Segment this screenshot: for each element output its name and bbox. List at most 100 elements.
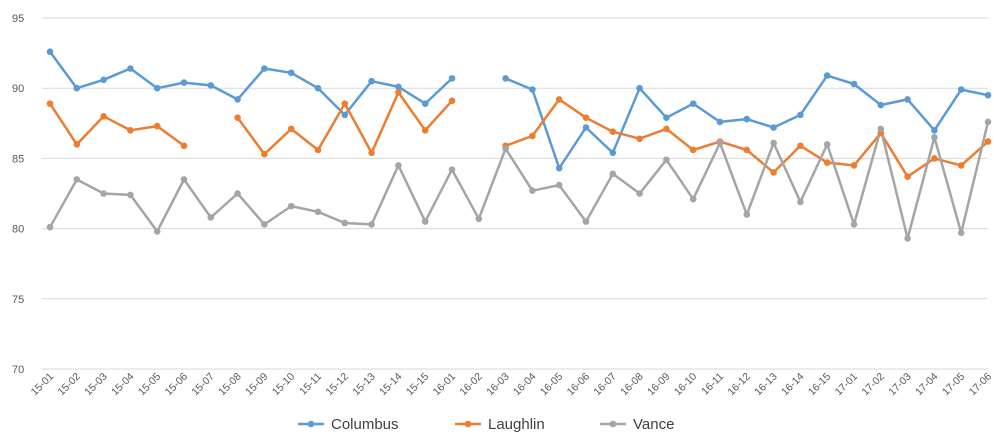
x-tick-label: 16-02 [457, 371, 485, 399]
data-point-laughlin [957, 162, 965, 169]
data-point-vance [716, 139, 724, 147]
data-point-vance [529, 187, 536, 194]
x-tick-label: 15-01 [29, 371, 57, 399]
data-point-laughlin [609, 128, 617, 136]
data-point-columbus [368, 77, 375, 85]
data-point-vance [797, 198, 804, 206]
x-tick-label: 16-04 [511, 371, 539, 399]
data-point-laughlin [46, 100, 54, 107]
x-tick-label: 16-01 [431, 371, 459, 399]
x-tick-label: 15-13 [350, 371, 378, 399]
x-tick-label: 16-14 [779, 371, 807, 399]
data-point-laughlin [100, 112, 107, 120]
legend: Columbus Laughlin Vance [298, 416, 674, 433]
legend-marker-icon [609, 420, 617, 428]
data-point-vance [73, 176, 81, 183]
data-point-laughlin [904, 173, 911, 180]
data-point-columbus [180, 79, 188, 86]
data-point-vance [127, 191, 134, 199]
data-point-vance [555, 181, 563, 189]
data-point-vance [100, 190, 107, 197]
x-tick-label: 15-15 [404, 371, 432, 399]
data-point-laughlin [261, 150, 268, 158]
x-tick-label: 16-11 [699, 371, 726, 398]
x-tick-label: 15-08 [216, 371, 244, 399]
y-tick-label: 95 [12, 13, 24, 25]
data-point-vance [502, 145, 509, 152]
data-point-columbus [716, 118, 724, 126]
x-tick-label: 17-06 [967, 371, 994, 399]
x-tick-label: 17-03 [886, 371, 914, 399]
data-point-laughlin [341, 100, 349, 107]
data-point-laughlin [823, 159, 831, 166]
legend-marker-icon [464, 420, 472, 428]
data-point-vance [153, 228, 161, 235]
data-point-laughlin [636, 135, 643, 143]
data-point-columbus [73, 84, 81, 92]
data-point-vance [421, 218, 429, 225]
series-lines [48, 50, 990, 240]
legend-label-laughlin: Laughlin [488, 416, 545, 433]
data-point-columbus [555, 164, 563, 172]
x-tick-label: 16-09 [645, 371, 673, 399]
x-tick-label: 17-02 [859, 371, 887, 399]
data-point-laughlin [368, 149, 375, 157]
data-point-vance [850, 221, 858, 228]
data-point-vance [314, 208, 322, 216]
data-point-vance [341, 219, 349, 227]
data-point-vance [368, 221, 375, 228]
data-point-laughlin [850, 162, 858, 169]
x-tick-label: 16-10 [672, 371, 700, 399]
y-tick-label: 85 [12, 153, 24, 165]
x-tick-label: 15-14 [377, 371, 405, 399]
data-point-laughlin [743, 146, 751, 154]
data-point-columbus [261, 65, 268, 72]
x-tick-label: 16-08 [618, 371, 646, 399]
data-point-columbus [877, 101, 885, 109]
data-point-columbus [395, 83, 402, 91]
data-point-laughlin [931, 155, 938, 162]
data-point-laughlin [582, 114, 590, 121]
data-point-laughlin [984, 138, 992, 145]
data-point-columbus [582, 124, 590, 131]
data-point-laughlin [314, 146, 322, 154]
x-tick-label: 15-07 [189, 371, 217, 399]
data-point-laughlin [555, 96, 563, 103]
x-tick-label: 16-06 [565, 371, 593, 399]
data-point-columbus [287, 69, 295, 77]
data-point-columbus [797, 111, 804, 119]
data-point-vance [46, 223, 54, 231]
data-point-vance [180, 176, 188, 183]
gridlines [42, 17, 988, 370]
data-point-columbus [448, 75, 456, 82]
series-line-vance [48, 121, 990, 240]
x-tick-label: 15-04 [109, 371, 137, 399]
data-point-laughlin [395, 89, 402, 96]
data-point-laughlin [234, 114, 241, 121]
data-point-columbus [502, 75, 509, 82]
legend-marker-icon [307, 420, 315, 428]
data-point-laughlin [127, 127, 134, 134]
legend-label-vance: Vance [633, 416, 674, 433]
data-point-columbus [770, 124, 777, 131]
data-point-vance [261, 221, 268, 228]
data-point-columbus [421, 100, 429, 107]
series-line-laughlin [48, 102, 185, 147]
legend-label-columbus: Columbus [331, 416, 399, 433]
data-point-vance [475, 215, 483, 223]
data-point-vance [743, 211, 751, 218]
x-tick-label: 15-09 [243, 371, 271, 399]
data-point-columbus [904, 96, 911, 103]
data-point-vance [984, 118, 992, 126]
y-axis: 70 75 80 85 90 95 [12, 13, 24, 376]
data-point-vance [931, 134, 938, 141]
x-tick-label: 16-07 [591, 371, 619, 399]
data-point-columbus [743, 115, 751, 123]
x-axis: 15-01 15-02 15-03 15-04 15-05 15-06 15-07 15-08… [29, 371, 994, 399]
data-point-laughlin [770, 169, 777, 176]
data-point-laughlin [287, 125, 295, 133]
data-point-laughlin [797, 142, 804, 150]
data-point-vance [904, 235, 911, 242]
y-tick-label: 75 [12, 294, 24, 306]
